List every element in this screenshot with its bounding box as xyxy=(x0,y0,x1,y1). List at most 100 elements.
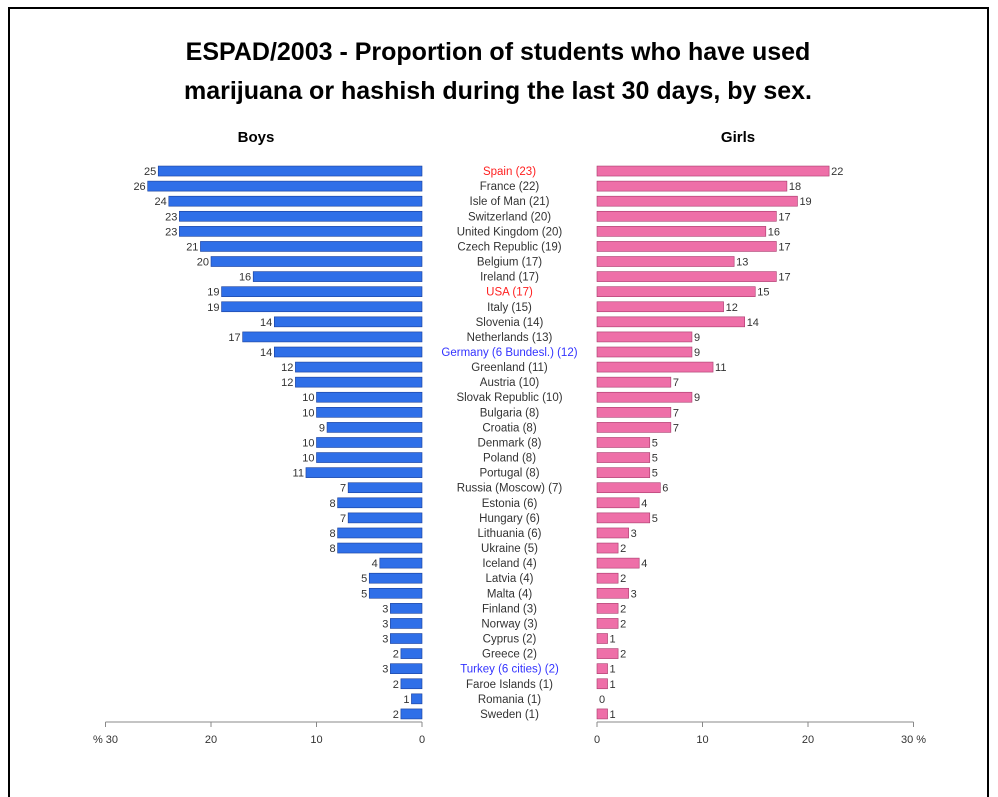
category-label-row-33: Turkey (6 cities) (2) xyxy=(460,664,559,676)
category-label-row-27: Latvia (4) xyxy=(486,573,534,585)
category-label-row-32: Greece (2) xyxy=(482,649,537,661)
girls-value-row-16: 7 xyxy=(673,407,679,419)
boys-bar-row-23 xyxy=(347,512,423,524)
girls-bar-row-20 xyxy=(596,467,651,478)
boys-bar-row-0 xyxy=(157,165,423,177)
girls-bar-row-1 xyxy=(596,180,788,192)
boys-bar-row-15 xyxy=(316,391,423,403)
girls-bar-row-19 xyxy=(596,452,651,463)
girls-bar-row-31 xyxy=(596,633,608,644)
boys-value-row-28: 5 xyxy=(361,588,367,600)
boys-value-row-26: 4 xyxy=(372,558,378,570)
boys-value-row-3: 23 xyxy=(165,211,177,223)
axes-group: % 30 20 10 0 0 10 20 30 % xyxy=(93,721,926,746)
boys-value-row-10: 14 xyxy=(260,317,272,329)
right-tick-label-0: 0 xyxy=(594,734,600,746)
boys-bar-row-4 xyxy=(179,226,423,237)
category-label-row-7: Ireland (17) xyxy=(480,272,539,284)
girls-bar-row-27 xyxy=(596,572,619,584)
category-label-row-9: Italy (15) xyxy=(487,302,532,314)
category-label-row-24: Lithuania (6) xyxy=(478,528,542,540)
category-label-row-10: Slovenia (14) xyxy=(476,317,544,329)
girls-value-row-6: 13 xyxy=(736,257,748,269)
boys-bar-row-28 xyxy=(368,587,423,599)
girls-value-row-14: 7 xyxy=(673,377,679,389)
boys-bar-row-9 xyxy=(221,301,423,313)
girls-value-row-8: 15 xyxy=(757,287,769,299)
girls-bar-row-5 xyxy=(596,241,777,252)
chart-title-line-2: marijuana or hashish during the last 30 … xyxy=(184,77,812,105)
category-label-row-22: Estonia (6) xyxy=(482,498,538,510)
category-label-row-30: Norway (3) xyxy=(481,618,537,630)
boys-bar-row-1 xyxy=(147,180,423,192)
boys-value-row-23: 7 xyxy=(340,513,346,525)
girls-bar-row-18 xyxy=(596,437,651,448)
category-label-row-6: Belgium (17) xyxy=(477,257,542,269)
girls-bar-row-25 xyxy=(596,542,619,554)
girls-value-row-36: 1 xyxy=(610,709,616,721)
left-tick-label-2: 10 xyxy=(310,734,322,746)
girls-bar-row-24 xyxy=(596,527,629,539)
girls-value-row-26: 4 xyxy=(641,558,647,570)
boys-value-row-35: 1 xyxy=(403,694,409,706)
category-label-row-29: Finland (3) xyxy=(482,603,537,615)
boys-value-row-36: 2 xyxy=(393,709,399,721)
boys-value-row-8: 19 xyxy=(207,287,219,299)
category-label-row-20: Portugal (8) xyxy=(479,468,539,480)
boys-bar-row-29 xyxy=(390,603,423,614)
category-label-row-35: Romania (1) xyxy=(478,694,541,706)
boys-bar-row-26 xyxy=(379,557,423,569)
boys-value-row-16: 10 xyxy=(302,407,314,419)
boys-value-row-0: 25 xyxy=(144,166,156,178)
category-label-row-14: Austria (10) xyxy=(480,377,540,389)
boys-value-row-25: 8 xyxy=(329,543,335,555)
girls-value-row-35: 0 xyxy=(599,694,605,706)
boys-bar-row-12 xyxy=(273,346,423,358)
girls-value-row-32: 2 xyxy=(620,649,626,661)
boys-bar-row-32 xyxy=(400,648,423,659)
boys-bar-row-35 xyxy=(411,693,423,705)
boys-bar-row-8 xyxy=(221,286,423,297)
girls-bar-row-15 xyxy=(596,391,693,403)
girls-bar-row-16 xyxy=(596,407,672,418)
category-label-row-15: Slovak Republic (10) xyxy=(456,392,562,404)
girls-bar-row-6 xyxy=(596,256,735,267)
girls-value-row-30: 2 xyxy=(620,618,626,630)
boys-bar-row-10 xyxy=(273,316,423,328)
girls-value-row-10: 14 xyxy=(747,317,759,329)
left-tick-label-1: 20 xyxy=(205,734,217,746)
girls-bar-row-17 xyxy=(596,422,672,433)
boys-value-row-31: 3 xyxy=(382,634,388,646)
category-label-row-19: Poland (8) xyxy=(483,453,536,465)
girls-value-row-19: 5 xyxy=(652,453,658,465)
chart-frame xyxy=(8,7,989,797)
girls-bar-row-28 xyxy=(596,587,629,599)
category-label-row-2: Isle of Man (21) xyxy=(470,196,550,208)
right-tick-label-1: 10 xyxy=(696,734,708,746)
girls-value-row-34: 1 xyxy=(610,679,616,691)
girls-bar-row-22 xyxy=(596,497,640,509)
boys-value-row-32: 2 xyxy=(393,649,399,661)
boys-bar-row-7 xyxy=(252,271,423,282)
boys-value-row-9: 19 xyxy=(207,302,219,314)
girls-bar-row-10 xyxy=(596,316,745,328)
girls-bar-row-23 xyxy=(596,512,651,524)
girls-value-row-11: 9 xyxy=(694,332,700,344)
girls-value-row-27: 2 xyxy=(620,573,626,585)
boys-bar-row-19 xyxy=(316,452,423,463)
category-label-row-16: Bulgaria (8) xyxy=(480,407,540,419)
girls-value-row-15: 9 xyxy=(694,392,700,404)
girls-value-row-0: 22 xyxy=(831,166,843,178)
girls-value-row-9: 12 xyxy=(726,302,738,314)
boys-bar-row-3 xyxy=(179,210,423,222)
boys-bar-row-17 xyxy=(326,422,423,433)
boys-value-row-1: 26 xyxy=(133,181,145,193)
girls-value-row-23: 5 xyxy=(652,513,658,525)
girls-bar-row-36 xyxy=(596,708,608,720)
girls-bar-row-33 xyxy=(596,663,608,674)
boys-bar-row-34 xyxy=(400,678,423,690)
girls-bar-row-3 xyxy=(596,210,777,222)
boys-bar-row-25 xyxy=(337,542,423,554)
category-label-row-28: Malta (4) xyxy=(487,588,533,600)
girls-bar-row-34 xyxy=(596,678,608,690)
